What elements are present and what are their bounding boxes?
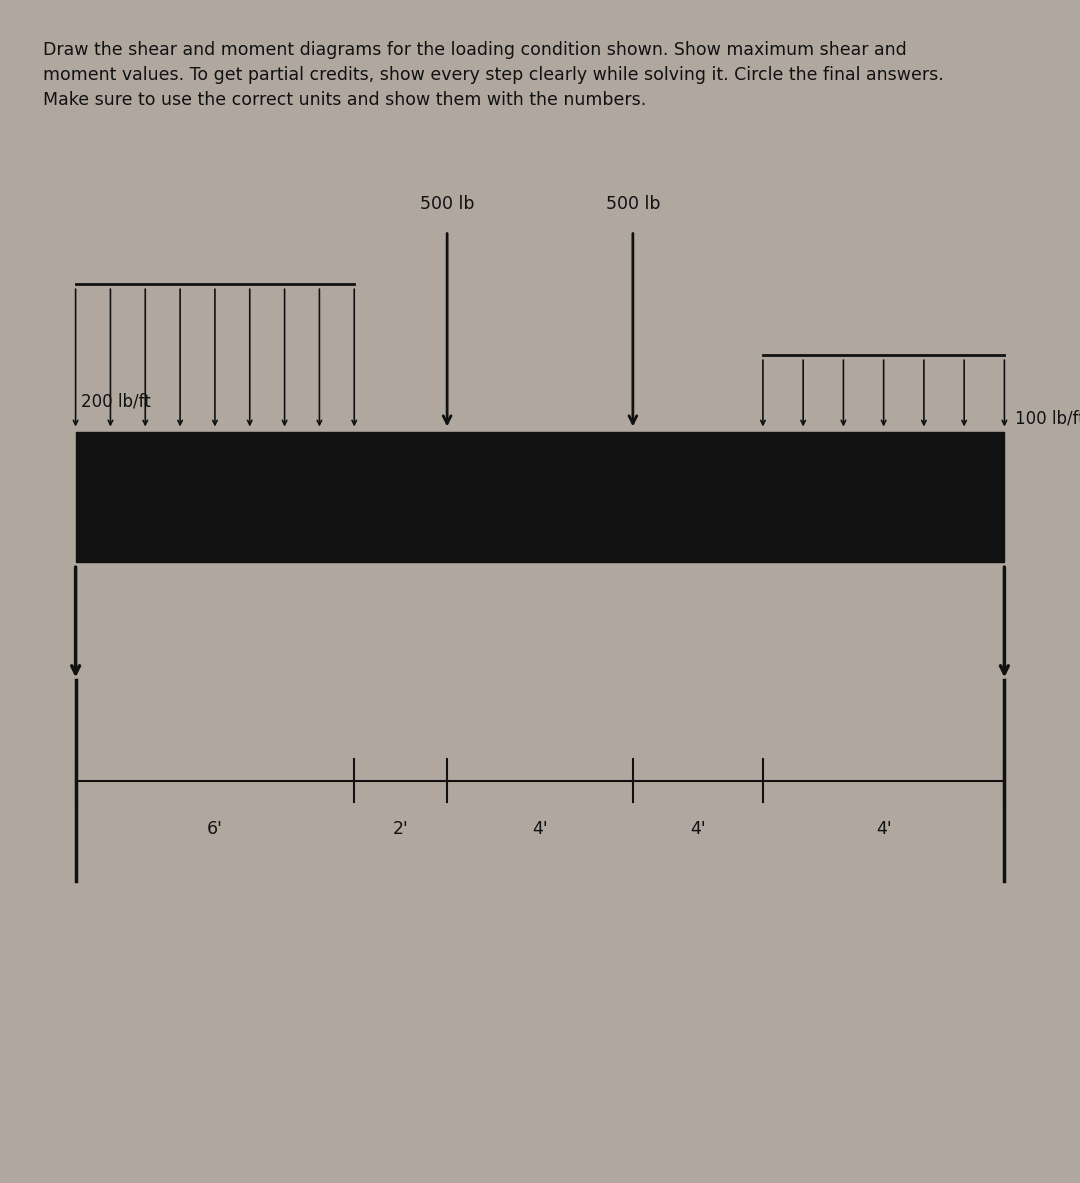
Text: 100 lb/ft: 100 lb/ft — [1015, 409, 1080, 428]
Text: 6': 6' — [207, 820, 222, 838]
Text: 4': 4' — [690, 820, 705, 838]
Text: 200 lb/ft: 200 lb/ft — [81, 392, 151, 411]
Text: 4': 4' — [532, 820, 548, 838]
Text: 500 lb: 500 lb — [420, 195, 474, 213]
Text: 4': 4' — [876, 820, 891, 838]
Text: 2': 2' — [393, 820, 408, 838]
Text: Draw the shear and moment diagrams for the loading condition shown. Show maximum: Draw the shear and moment diagrams for t… — [43, 41, 944, 109]
Bar — [76, 432, 1004, 562]
Text: 500 lb: 500 lb — [606, 195, 660, 213]
